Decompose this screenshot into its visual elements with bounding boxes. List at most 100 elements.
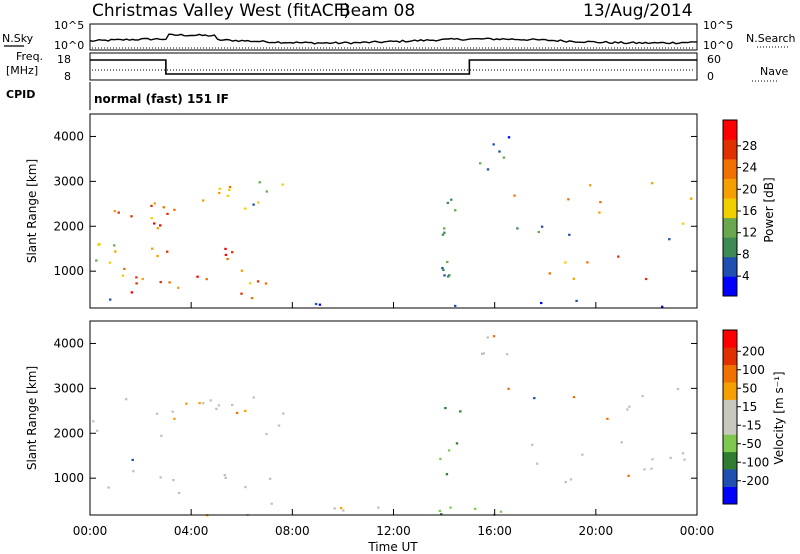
power-x-ticks	[89, 302, 698, 308]
freq-label: Freq.	[16, 50, 43, 63]
power-cell	[135, 282, 138, 285]
power-cell	[443, 231, 446, 234]
velocity-colorbar-swatch	[723, 382, 737, 400]
velocity-ylabel: Slant Range [km]	[25, 366, 39, 470]
velocity-cell	[339, 507, 343, 510]
velocity-cell	[265, 432, 268, 436]
velocity-cell	[506, 353, 509, 356]
freq-frame	[89, 52, 698, 81]
power-colorbar-swatch	[723, 217, 737, 238]
power-cell	[218, 191, 221, 195]
power-colorbar-label: Power [dB]	[762, 177, 776, 242]
power-colorbar-tick-label: 28	[742, 139, 757, 153]
freq-trace	[90, 59, 697, 75]
power-cell	[441, 267, 444, 270]
power-cell	[159, 281, 162, 284]
power-cell	[446, 201, 449, 204]
power-cell	[567, 198, 570, 201]
power-colorbar-swatch	[723, 178, 737, 199]
power-cell	[202, 199, 205, 202]
nsky-frame	[89, 23, 698, 51]
nsky-trace	[89, 33, 697, 45]
nave-tick-bottom: 0	[707, 70, 714, 83]
power-cell	[153, 202, 156, 205]
velocity-colorbar-swatch	[723, 364, 737, 383]
power-cell	[150, 217, 153, 220]
velocity-cell	[177, 491, 181, 495]
velocity-cell	[474, 507, 477, 510]
velocity-xtick-label: 20:00	[579, 524, 614, 538]
velocity-cell	[231, 403, 234, 406]
power-ytick-label: 1000	[53, 264, 84, 278]
velocity-cell	[131, 458, 134, 461]
velocity-colorbar-swatch	[723, 451, 737, 470]
velocity-cell	[95, 429, 99, 432]
velocity-cell	[676, 388, 680, 391]
velocity-cell	[92, 420, 95, 423]
velocity-colorbar-swatch	[723, 417, 737, 435]
velocity-colorbar-tick-label: 50	[742, 381, 757, 395]
power-cell	[177, 286, 180, 289]
velocity-cell	[198, 402, 201, 405]
cpid-label: CPID	[6, 88, 35, 101]
velocity-cell	[535, 462, 539, 465]
velocity-cell	[215, 407, 218, 410]
nsky-tick-top: 10^5	[54, 19, 84, 32]
power-scatter-cells	[95, 136, 693, 308]
power-colorbar-swatch	[723, 237, 737, 258]
power-cell	[450, 198, 453, 201]
velocity-cell	[159, 476, 162, 479]
power-colorbar-swatch	[723, 120, 737, 140]
power-colorbar-tick-label: 16	[742, 204, 757, 218]
velocity-cell	[455, 442, 459, 445]
velocity-xtick-label: 12:00	[376, 524, 411, 538]
velocity-cell	[643, 468, 646, 471]
power-cell	[443, 227, 446, 230]
velocity-cell	[531, 443, 534, 446]
power-colorbar-tick-label: 12	[742, 226, 757, 240]
power-cell	[228, 188, 231, 191]
nsky-tick-bottom: 10^0	[54, 39, 84, 52]
power-cell	[226, 194, 229, 197]
power-cell	[173, 208, 176, 211]
velocity-colorbar-swatches	[723, 330, 737, 505]
velocity-cell	[209, 399, 212, 402]
power-cell	[224, 247, 227, 250]
velocity-panel: 4000 3000 2000 1000 00:00 04:00 08:00 12:00 16:…	[25, 320, 714, 554]
power-cell	[442, 268, 445, 271]
power-colorbar-swatch	[723, 256, 737, 277]
power-cell	[548, 272, 551, 275]
velocity-colorbar: 200 100 50 15 -15 -50 -100 -200 Velocity [m s⁻¹…	[722, 329, 786, 505]
power-cell	[650, 182, 654, 185]
velocity-cell	[651, 458, 654, 461]
velocity-scatter-cells	[92, 335, 686, 517]
velocity-cell	[439, 457, 442, 460]
freq-unit: [MHz]	[6, 64, 38, 77]
power-cell	[244, 207, 247, 210]
velocity-cell	[581, 453, 584, 456]
power-cell	[454, 209, 457, 212]
velocity-cell	[342, 509, 345, 512]
power-cell	[264, 282, 268, 285]
velocity-cell	[669, 456, 672, 459]
velocity-cell	[124, 398, 128, 401]
velocity-cell	[223, 474, 226, 477]
power-cell	[513, 194, 516, 197]
velocity-xtick-label: 16:00	[477, 524, 512, 538]
power-colorbar-swatch	[723, 139, 737, 160]
power-cell	[113, 210, 116, 213]
power-cell	[117, 211, 120, 214]
power-cell	[252, 203, 255, 206]
cpid-panel: CPID normal (fast) 151 IF	[6, 82, 229, 110]
power-cell	[151, 247, 154, 250]
velocity-colorbar-tick-label: -200	[742, 474, 769, 488]
power-cell	[166, 212, 169, 215]
velocity-colorbar-tick-label: -50	[742, 437, 762, 451]
power-colorbar-swatch	[723, 198, 737, 219]
velocity-colorbar-frame	[722, 329, 738, 505]
velocity-cell	[224, 476, 227, 479]
power-cell	[540, 301, 543, 305]
velocity-cell	[155, 412, 159, 415]
power-colorbar-swatches	[723, 120, 737, 297]
velocity-cell	[641, 395, 644, 398]
